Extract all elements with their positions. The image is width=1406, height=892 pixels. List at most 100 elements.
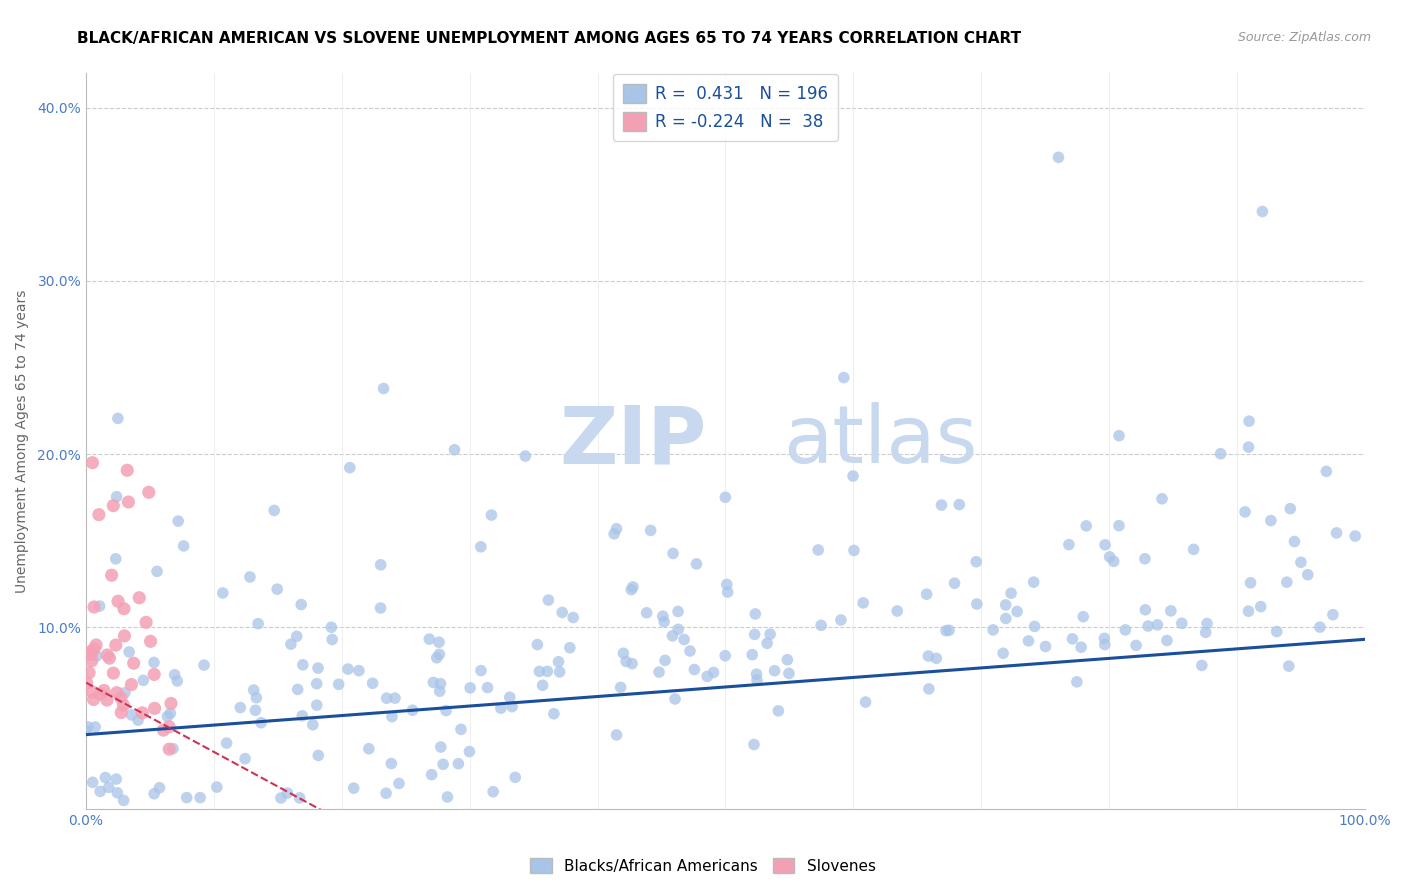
Point [291,657,314,672]
Legend: R =  0.431   N = 196, R = -0.224   N =  38: R = 0.431 N = 196, R = -0.224 N = 38 [613,74,838,141]
Point [388,776,411,790]
Point [481,508,503,522]
Point [925,651,948,665]
Point [82,685,104,699]
Point [501,699,523,714]
Point [429,684,451,698]
Point [666,623,689,637]
Point [640,524,662,538]
Point [742,738,765,752]
Point [612,646,634,660]
Point [375,691,398,706]
Point [636,606,658,620]
Point [242,683,264,698]
Point [263,503,285,517]
Point [120,677,142,691]
Point [143,787,166,801]
Point [233,751,256,765]
Point [143,656,166,670]
Point [105,686,128,700]
Point [132,673,155,688]
Point [96,648,118,662]
Point [1260,514,1282,528]
Point [307,748,329,763]
Point [77,720,100,734]
Point [1024,619,1046,633]
Point [139,634,162,648]
Point [104,551,127,566]
Point [450,723,472,737]
Point [654,653,676,667]
Point [606,728,628,742]
Text: Source: ZipAtlas.com: Source: ZipAtlas.com [1237,31,1371,45]
Point [558,640,581,655]
Point [1315,464,1337,478]
Point [156,709,179,723]
Point [648,665,671,679]
Point [714,648,737,663]
Point [1057,538,1080,552]
Point [1344,529,1367,543]
Point [110,706,132,720]
Point [1156,633,1178,648]
Point [321,620,343,634]
Point [77,665,100,680]
Point [114,686,136,700]
Point [89,599,111,613]
Point [1171,616,1194,631]
Point [543,706,565,721]
Point [830,613,852,627]
Point [93,683,115,698]
Point [981,623,1004,637]
Point [166,673,188,688]
Point [1326,525,1348,540]
Point [1309,620,1331,634]
Point [855,695,877,709]
Point [193,658,215,673]
Point [426,650,449,665]
Point [245,703,267,717]
Point [1062,632,1084,646]
Point [280,637,302,651]
Point [1005,605,1028,619]
Point [1209,447,1232,461]
Point [807,543,830,558]
Point [717,585,740,599]
Point [1237,440,1260,454]
Point [418,632,440,647]
Point [666,605,689,619]
Point [250,715,273,730]
Point [205,780,228,794]
Point [1135,603,1157,617]
Point [152,723,174,738]
Point [211,586,233,600]
Point [343,781,366,796]
Point [1284,534,1306,549]
Point [1125,639,1147,653]
Point [307,661,329,675]
Point [1296,567,1319,582]
Point [1035,640,1057,654]
Point [215,736,238,750]
Point [1237,414,1260,428]
Point [146,565,169,579]
Point [1195,625,1218,640]
Point [1098,549,1121,564]
Point [1239,575,1261,590]
Point [1150,491,1173,506]
Point [679,644,702,658]
Point [305,676,328,690]
Point [1279,501,1302,516]
Point [188,790,211,805]
Point [603,526,626,541]
Point [135,615,157,630]
Point [247,616,270,631]
Point [1094,538,1116,552]
Point [128,591,150,605]
Point [537,593,560,607]
Point [842,543,865,558]
Point [89,687,111,701]
Point [965,555,987,569]
Point [429,676,451,690]
Point [105,490,128,504]
